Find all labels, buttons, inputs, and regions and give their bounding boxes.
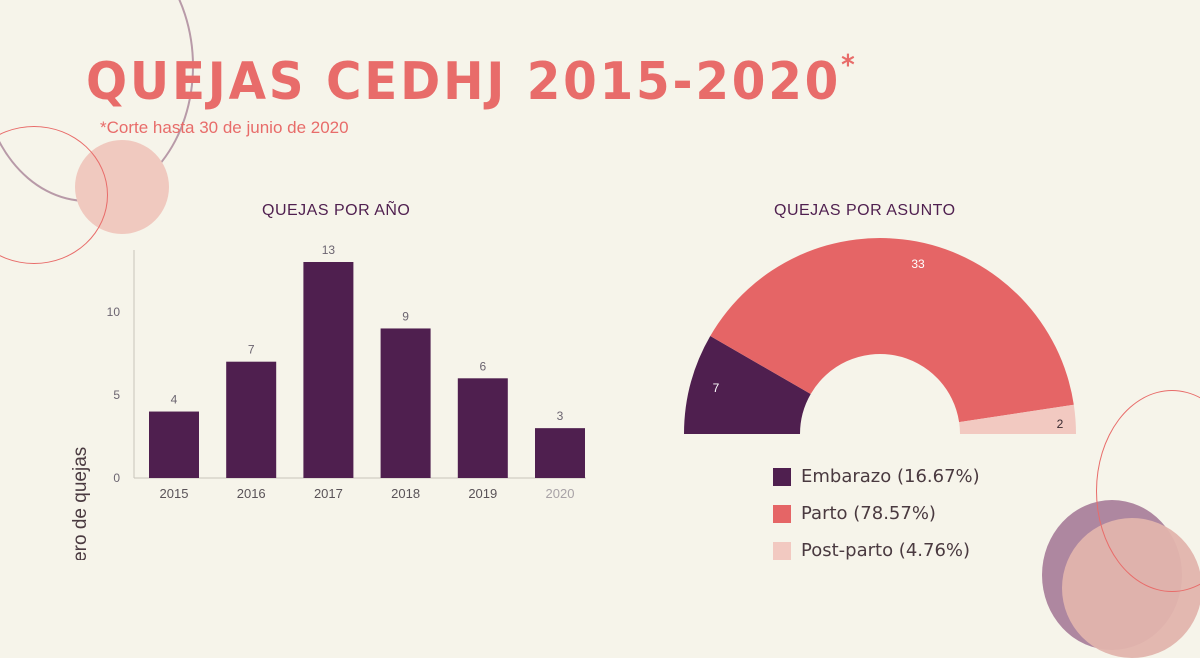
slice-data-label: 7 — [713, 381, 720, 395]
page-title: QUEJAS CEDHJ 2015-2020* — [86, 48, 858, 112]
bar-data-label: 3 — [557, 409, 564, 423]
x-tick-label: 2020 — [546, 486, 575, 501]
legend-label-embarazo: Embarazo (16.67%) — [801, 466, 980, 487]
bar-2016 — [226, 361, 277, 478]
legend-item-post-parto: Post-parto (4.76%) — [773, 532, 980, 569]
slice-parto — [710, 237, 1074, 423]
bar-data-label: 7 — [248, 343, 255, 357]
bar-2017 — [303, 262, 354, 478]
legend-label-parto: Parto (78.57%) — [801, 503, 936, 524]
x-tick-label: 2019 — [468, 486, 497, 501]
bar-chart: Número de quejas 0 5 10 4 2015 7 2016 13 2017 9 2… — [70, 243, 586, 560]
x-tick-label: 2015 — [160, 486, 189, 501]
slice-data-label: 2 — [1057, 417, 1064, 431]
x-tick-label: 2017 — [314, 486, 343, 501]
pie-legend: Embarazo (16.67%) Parto (78.57%) Post-pa… — [773, 458, 980, 569]
page-subtitle: *Corte hasta 30 de junio de 2020 — [100, 118, 349, 137]
slice-data-label: 33 — [911, 257, 925, 271]
legend-label-post-parto: Post-parto (4.76%) — [801, 540, 971, 561]
legend-item-embarazo: Embarazo (16.67%) — [773, 458, 980, 495]
bar-data-label: 9 — [402, 309, 409, 323]
title-asterisk: * — [841, 48, 858, 81]
bar-data-label: 13 — [322, 243, 336, 257]
bar-data-label: 6 — [479, 359, 486, 373]
legend-swatch-post-parto — [773, 541, 791, 560]
bar-2019 — [457, 378, 508, 478]
x-tick-label: 2016 — [237, 486, 266, 501]
legend-swatch-embarazo — [773, 467, 791, 486]
y-tick-label: 0 — [113, 471, 120, 485]
bar-2020 — [535, 428, 585, 478]
bar-2015 — [149, 411, 199, 478]
legend-item-parto: Parto (78.57%) — [773, 495, 980, 532]
x-tick-label: 2018 — [391, 486, 420, 501]
bar-data-label: 4 — [171, 393, 178, 407]
y-tick-label: 10 — [107, 305, 121, 319]
title-text: QUEJAS CEDHJ 2015-2020 — [86, 52, 842, 112]
bar-chart-title: QUEJAS POR AÑO — [262, 202, 411, 219]
legend-swatch-parto — [773, 504, 791, 523]
y-tick-label: 5 — [113, 388, 120, 402]
bar-2018 — [380, 328, 431, 478]
y-axis-label: Número de quejas — [70, 447, 91, 560]
pie-chart: 7 33 2 — [684, 237, 1076, 434]
slice-post-parto — [959, 404, 1076, 434]
pie-chart-title: QUEJAS POR ASUNTO — [774, 202, 956, 219]
slice-embarazo — [684, 336, 811, 434]
